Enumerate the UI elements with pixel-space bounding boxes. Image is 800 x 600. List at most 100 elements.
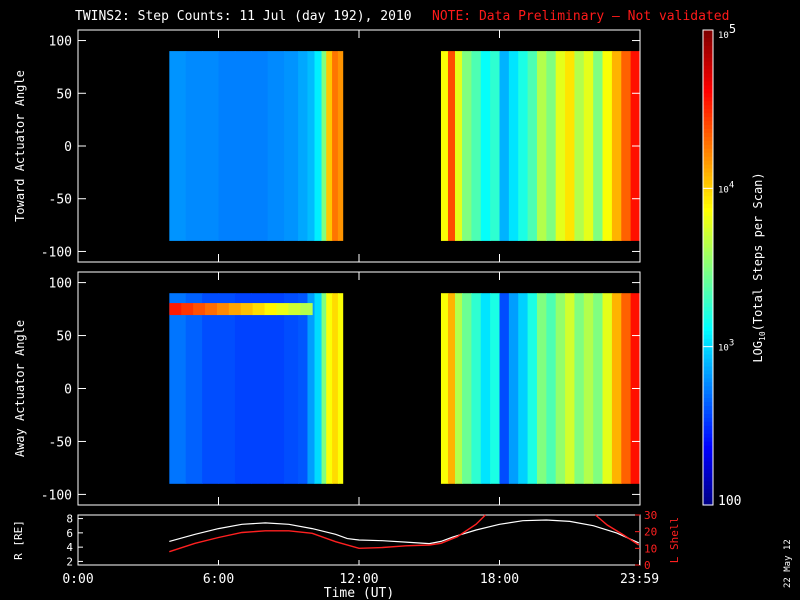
away-heatmap-column bbox=[480, 293, 491, 484]
colorbar-step bbox=[703, 204, 713, 209]
colorbar-step bbox=[703, 223, 713, 229]
figure-title: TWINS2: Step Counts: 11 Jul (day 192), 2… bbox=[75, 9, 412, 24]
colorbar-label: LOG10(Total Steps per Scan) bbox=[751, 172, 767, 362]
orbit-ytick-label: 6 bbox=[66, 527, 73, 540]
colorbar-step bbox=[703, 239, 713, 245]
away-heatmap-column bbox=[298, 293, 309, 484]
orbit-ytick-label: 2 bbox=[66, 555, 73, 568]
toward-heatmap-column bbox=[218, 51, 236, 241]
colorbar-step bbox=[703, 473, 713, 478]
colorbar-step bbox=[703, 216, 713, 221]
orbit-ylabel: R [RE] bbox=[12, 520, 25, 560]
colorbar-step bbox=[703, 200, 713, 205]
colorbar-step bbox=[703, 188, 713, 193]
toward-heatmap-column bbox=[602, 51, 613, 241]
orbit-y2label: L Shell bbox=[668, 517, 681, 563]
date-stamp: 22 May 12 bbox=[783, 539, 793, 588]
away-heatmap-column bbox=[555, 293, 566, 484]
colorbar-step bbox=[703, 251, 713, 257]
toward-heatmap-column bbox=[314, 51, 323, 241]
colorbar-step bbox=[703, 303, 713, 308]
away-ytick-label: -100 bbox=[41, 488, 72, 503]
colorbar-step bbox=[703, 346, 713, 352]
colorbar-step bbox=[703, 132, 713, 138]
colorbar-step bbox=[703, 140, 713, 146]
orbit-xtick-label: 23:59 bbox=[620, 572, 659, 587]
away-heatmap-column bbox=[583, 293, 594, 484]
orbit-y2tick-label: 30 bbox=[644, 509, 657, 522]
colorbar-step bbox=[703, 350, 713, 356]
colorbar-step bbox=[703, 160, 713, 166]
away-hot-band-segment bbox=[240, 303, 254, 316]
colorbar-step bbox=[703, 65, 713, 71]
toward-heatmap-column bbox=[462, 51, 472, 241]
orbit-xlabel: Time (UT) bbox=[324, 586, 394, 600]
colorbar-step bbox=[703, 461, 713, 467]
toward-heatmap-column bbox=[298, 51, 309, 241]
colorbar-step bbox=[703, 485, 713, 490]
orbit-xtick-label: 0:00 bbox=[62, 572, 93, 587]
colorbar-step bbox=[703, 37, 713, 43]
colorbar-step bbox=[703, 41, 713, 47]
orbit-xtick-label: 12:00 bbox=[339, 572, 378, 587]
colorbar-tick-label: 100 bbox=[718, 494, 741, 509]
colorbar-step bbox=[703, 144, 713, 150]
colorbar-step bbox=[703, 342, 713, 348]
away-heatmap-column bbox=[518, 293, 529, 484]
colorbar-step bbox=[703, 429, 713, 435]
colorbar-step bbox=[703, 125, 713, 130]
colorbar-step bbox=[703, 358, 713, 364]
toward-ytick-label: -50 bbox=[49, 193, 72, 208]
colorbar-step bbox=[703, 283, 713, 288]
colorbar-step bbox=[703, 362, 713, 368]
orbit-ytick-label: 8 bbox=[66, 513, 73, 526]
colorbar-step bbox=[703, 318, 713, 324]
colorbar-step bbox=[703, 437, 713, 443]
colorbar-step bbox=[703, 49, 713, 55]
colorbar-tick-label: 105 bbox=[718, 22, 736, 41]
colorbar-step bbox=[703, 101, 713, 106]
toward-heatmap-column bbox=[307, 51, 316, 241]
colorbar-step bbox=[703, 85, 713, 90]
colorbar-step bbox=[703, 330, 713, 336]
colorbar-step bbox=[703, 481, 713, 486]
orbit-ytick-label: 4 bbox=[66, 541, 73, 554]
colorbar-step bbox=[703, 128, 713, 134]
away-hot-band-segment bbox=[193, 303, 206, 316]
colorbar-step bbox=[703, 354, 713, 360]
toward-heatmap-column bbox=[185, 51, 203, 241]
toward-heatmap-column bbox=[337, 51, 344, 241]
away-heatmap-column bbox=[462, 293, 472, 484]
colorbar-step bbox=[703, 176, 713, 182]
orbit-y2tick-label: 20 bbox=[644, 526, 657, 539]
toward-ytick-label: 50 bbox=[56, 87, 72, 102]
away-heatmap-column bbox=[593, 293, 604, 484]
away-heatmap-column bbox=[169, 293, 187, 484]
away-heatmap-column bbox=[621, 293, 632, 484]
colorbar-step bbox=[703, 322, 713, 328]
colorbar-step bbox=[703, 121, 713, 126]
away-heatmap-column bbox=[234, 293, 252, 484]
colorbar-step bbox=[703, 315, 713, 320]
colorbar-step bbox=[703, 148, 713, 154]
away-heatmap-column bbox=[326, 293, 333, 484]
away-heatmap-column bbox=[202, 293, 220, 484]
colorbar-step bbox=[703, 235, 713, 241]
colorbar-step bbox=[703, 501, 713, 506]
colorbar-step bbox=[703, 394, 713, 399]
away-heatmap-column bbox=[455, 293, 463, 484]
away-heatmap-column bbox=[471, 293, 482, 484]
away-ytick-label: 50 bbox=[56, 330, 72, 345]
colorbar-step bbox=[703, 30, 713, 35]
colorbar-tick-label: 103 bbox=[718, 339, 734, 354]
colorbar-step bbox=[703, 73, 713, 79]
away-hot-band-segment bbox=[300, 303, 313, 316]
away-heatmap-column bbox=[332, 293, 339, 484]
away-hot-band-segment bbox=[228, 303, 242, 316]
away-heatmap-column bbox=[574, 293, 585, 484]
colorbar-step bbox=[703, 117, 713, 122]
away-heatmap-column bbox=[337, 293, 344, 484]
colorbar-tick-label: 104 bbox=[718, 180, 734, 195]
colorbar-step bbox=[703, 208, 713, 213]
colorbar-step bbox=[703, 398, 713, 403]
